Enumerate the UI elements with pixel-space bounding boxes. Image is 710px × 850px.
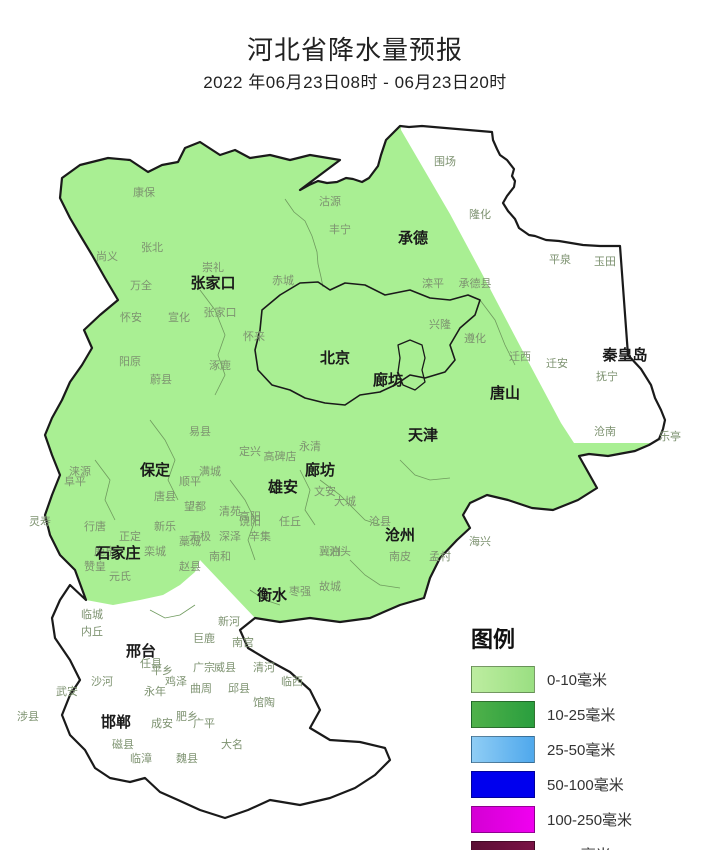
svg-text:沽源: 沽源 bbox=[319, 194, 341, 208]
svg-text:深泽: 深泽 bbox=[219, 530, 241, 543]
svg-text:任丘: 任丘 bbox=[279, 515, 301, 528]
svg-text:滦平: 滦平 bbox=[422, 276, 444, 290]
svg-text:保定: 保定 bbox=[139, 461, 170, 479]
svg-text:行唐: 行唐 bbox=[84, 519, 106, 533]
svg-text:武安: 武安 bbox=[56, 684, 78, 698]
svg-text:崇礼: 崇礼 bbox=[202, 260, 224, 274]
svg-text:清苑: 清苑 bbox=[219, 505, 241, 518]
svg-text:邱县: 邱县 bbox=[228, 682, 250, 695]
svg-text:兴隆: 兴隆 bbox=[429, 317, 451, 331]
svg-text:围场: 围场 bbox=[434, 154, 456, 168]
svg-text:栾城: 栾城 bbox=[144, 544, 166, 558]
svg-text:秦皇岛: 秦皇岛 bbox=[601, 346, 647, 364]
svg-text:满城: 满城 bbox=[199, 465, 221, 478]
svg-text:海兴: 海兴 bbox=[469, 534, 491, 548]
svg-text:沧县: 沧县 bbox=[369, 514, 391, 528]
svg-text:蔚县: 蔚县 bbox=[150, 373, 172, 386]
svg-text:阜平: 阜平 bbox=[64, 475, 86, 488]
svg-text:易县: 易县 bbox=[189, 425, 211, 438]
svg-text:天津: 天津 bbox=[408, 426, 438, 444]
svg-text:临城: 临城 bbox=[81, 607, 103, 621]
svg-text:新河: 新河 bbox=[218, 614, 240, 628]
svg-text:怀来: 怀来 bbox=[243, 330, 265, 343]
svg-text:涉县: 涉县 bbox=[17, 709, 39, 723]
svg-text:巨鹿: 巨鹿 bbox=[193, 631, 215, 645]
svg-text:沧州: 沧州 bbox=[385, 526, 415, 544]
svg-text:尚义: 尚义 bbox=[96, 249, 118, 263]
svg-text:定兴: 定兴 bbox=[239, 444, 261, 458]
svg-text:灵寿: 灵寿 bbox=[29, 514, 51, 528]
svg-text:大名: 大名 bbox=[221, 737, 243, 751]
svg-text:南皮: 南皮 bbox=[389, 550, 411, 563]
svg-text:元氏: 元氏 bbox=[109, 570, 131, 583]
svg-text:抚宁: 抚宁 bbox=[596, 369, 618, 383]
svg-text:北京: 北京 bbox=[320, 349, 350, 367]
svg-text:新乐: 新乐 bbox=[154, 519, 176, 533]
svg-text:望都: 望都 bbox=[184, 500, 206, 513]
svg-text:高阳: 高阳 bbox=[239, 509, 261, 523]
svg-text:广宗: 广宗 bbox=[193, 660, 215, 674]
svg-text:曲周: 曲周 bbox=[190, 682, 212, 695]
svg-text:衡水: 衡水 bbox=[257, 586, 288, 604]
svg-text:临西: 临西 bbox=[281, 674, 303, 688]
svg-text:广平: 广平 bbox=[193, 717, 215, 730]
svg-text:辛集: 辛集 bbox=[249, 529, 271, 543]
svg-text:南宫: 南宫 bbox=[232, 635, 254, 649]
svg-text:永清: 永清 bbox=[299, 439, 321, 453]
svg-text:永年: 永年 bbox=[144, 684, 166, 698]
svg-text:魏县: 魏县 bbox=[176, 751, 198, 765]
svg-text:隆化: 隆化 bbox=[469, 207, 491, 221]
svg-text:馆陶: 馆陶 bbox=[253, 695, 275, 709]
svg-text:顺平: 顺平 bbox=[179, 475, 201, 488]
svg-text:枣强: 枣强 bbox=[289, 585, 311, 598]
svg-text:康保: 康保 bbox=[133, 185, 155, 199]
svg-text:泊头: 泊头 bbox=[329, 545, 351, 558]
svg-text:南和: 南和 bbox=[209, 550, 231, 563]
svg-text:乐亭: 乐亭 bbox=[659, 429, 681, 443]
svg-text:文安: 文安 bbox=[314, 484, 336, 498]
svg-text:张家口: 张家口 bbox=[190, 274, 235, 292]
svg-text:迁安: 迁安 bbox=[546, 356, 568, 370]
svg-text:雄安: 雄安 bbox=[267, 478, 298, 496]
svg-text:藁城: 藁城 bbox=[179, 535, 201, 548]
svg-text:赵县: 赵县 bbox=[179, 559, 201, 573]
svg-text:石家庄: 石家庄 bbox=[94, 544, 140, 562]
svg-text:张北: 张北 bbox=[141, 241, 163, 254]
svg-text:宣化: 宣化 bbox=[168, 310, 190, 324]
svg-text:沧南: 沧南 bbox=[594, 424, 616, 438]
svg-text:承德: 承德 bbox=[398, 229, 428, 247]
svg-text:孟村: 孟村 bbox=[429, 549, 451, 563]
svg-text:成安: 成安 bbox=[151, 716, 173, 730]
svg-text:威县: 威县 bbox=[214, 661, 236, 674]
svg-text:平泉: 平泉 bbox=[549, 252, 571, 266]
svg-text:万全: 万全 bbox=[130, 278, 152, 292]
svg-text:大城: 大城 bbox=[334, 494, 356, 508]
svg-text:丰宁: 丰宁 bbox=[329, 222, 351, 236]
svg-text:唐山: 唐山 bbox=[490, 384, 520, 402]
svg-text:廊坊: 廊坊 bbox=[305, 461, 335, 479]
svg-text:玉田: 玉田 bbox=[594, 256, 616, 268]
svg-text:邯郸: 邯郸 bbox=[101, 713, 131, 731]
svg-text:遵化: 遵化 bbox=[464, 331, 486, 345]
svg-text:清河: 清河 bbox=[253, 661, 275, 674]
svg-text:廊坊: 廊坊 bbox=[373, 371, 403, 389]
svg-text:鸡泽: 鸡泽 bbox=[165, 674, 187, 688]
svg-text:内丘: 内丘 bbox=[81, 624, 103, 638]
svg-text:迁西: 迁西 bbox=[509, 350, 531, 363]
svg-text:临漳: 临漳 bbox=[130, 751, 152, 765]
svg-text:高碑店: 高碑店 bbox=[264, 449, 297, 463]
svg-text:邢台: 邢台 bbox=[125, 642, 156, 660]
svg-text:磁县: 磁县 bbox=[112, 738, 134, 751]
svg-text:沙河: 沙河 bbox=[91, 675, 113, 688]
svg-text:正定: 正定 bbox=[119, 529, 141, 543]
svg-text:涿鹿: 涿鹿 bbox=[209, 358, 231, 372]
svg-text:阳原: 阳原 bbox=[119, 355, 141, 368]
svg-text:故城: 故城 bbox=[319, 579, 341, 593]
svg-text:唐县: 唐县 bbox=[154, 489, 176, 503]
svg-text:赤城: 赤城 bbox=[272, 274, 294, 287]
svg-text:承德县: 承德县 bbox=[459, 276, 492, 290]
svg-text:张家口: 张家口 bbox=[204, 305, 237, 319]
svg-text:怀安: 怀安 bbox=[120, 310, 142, 324]
